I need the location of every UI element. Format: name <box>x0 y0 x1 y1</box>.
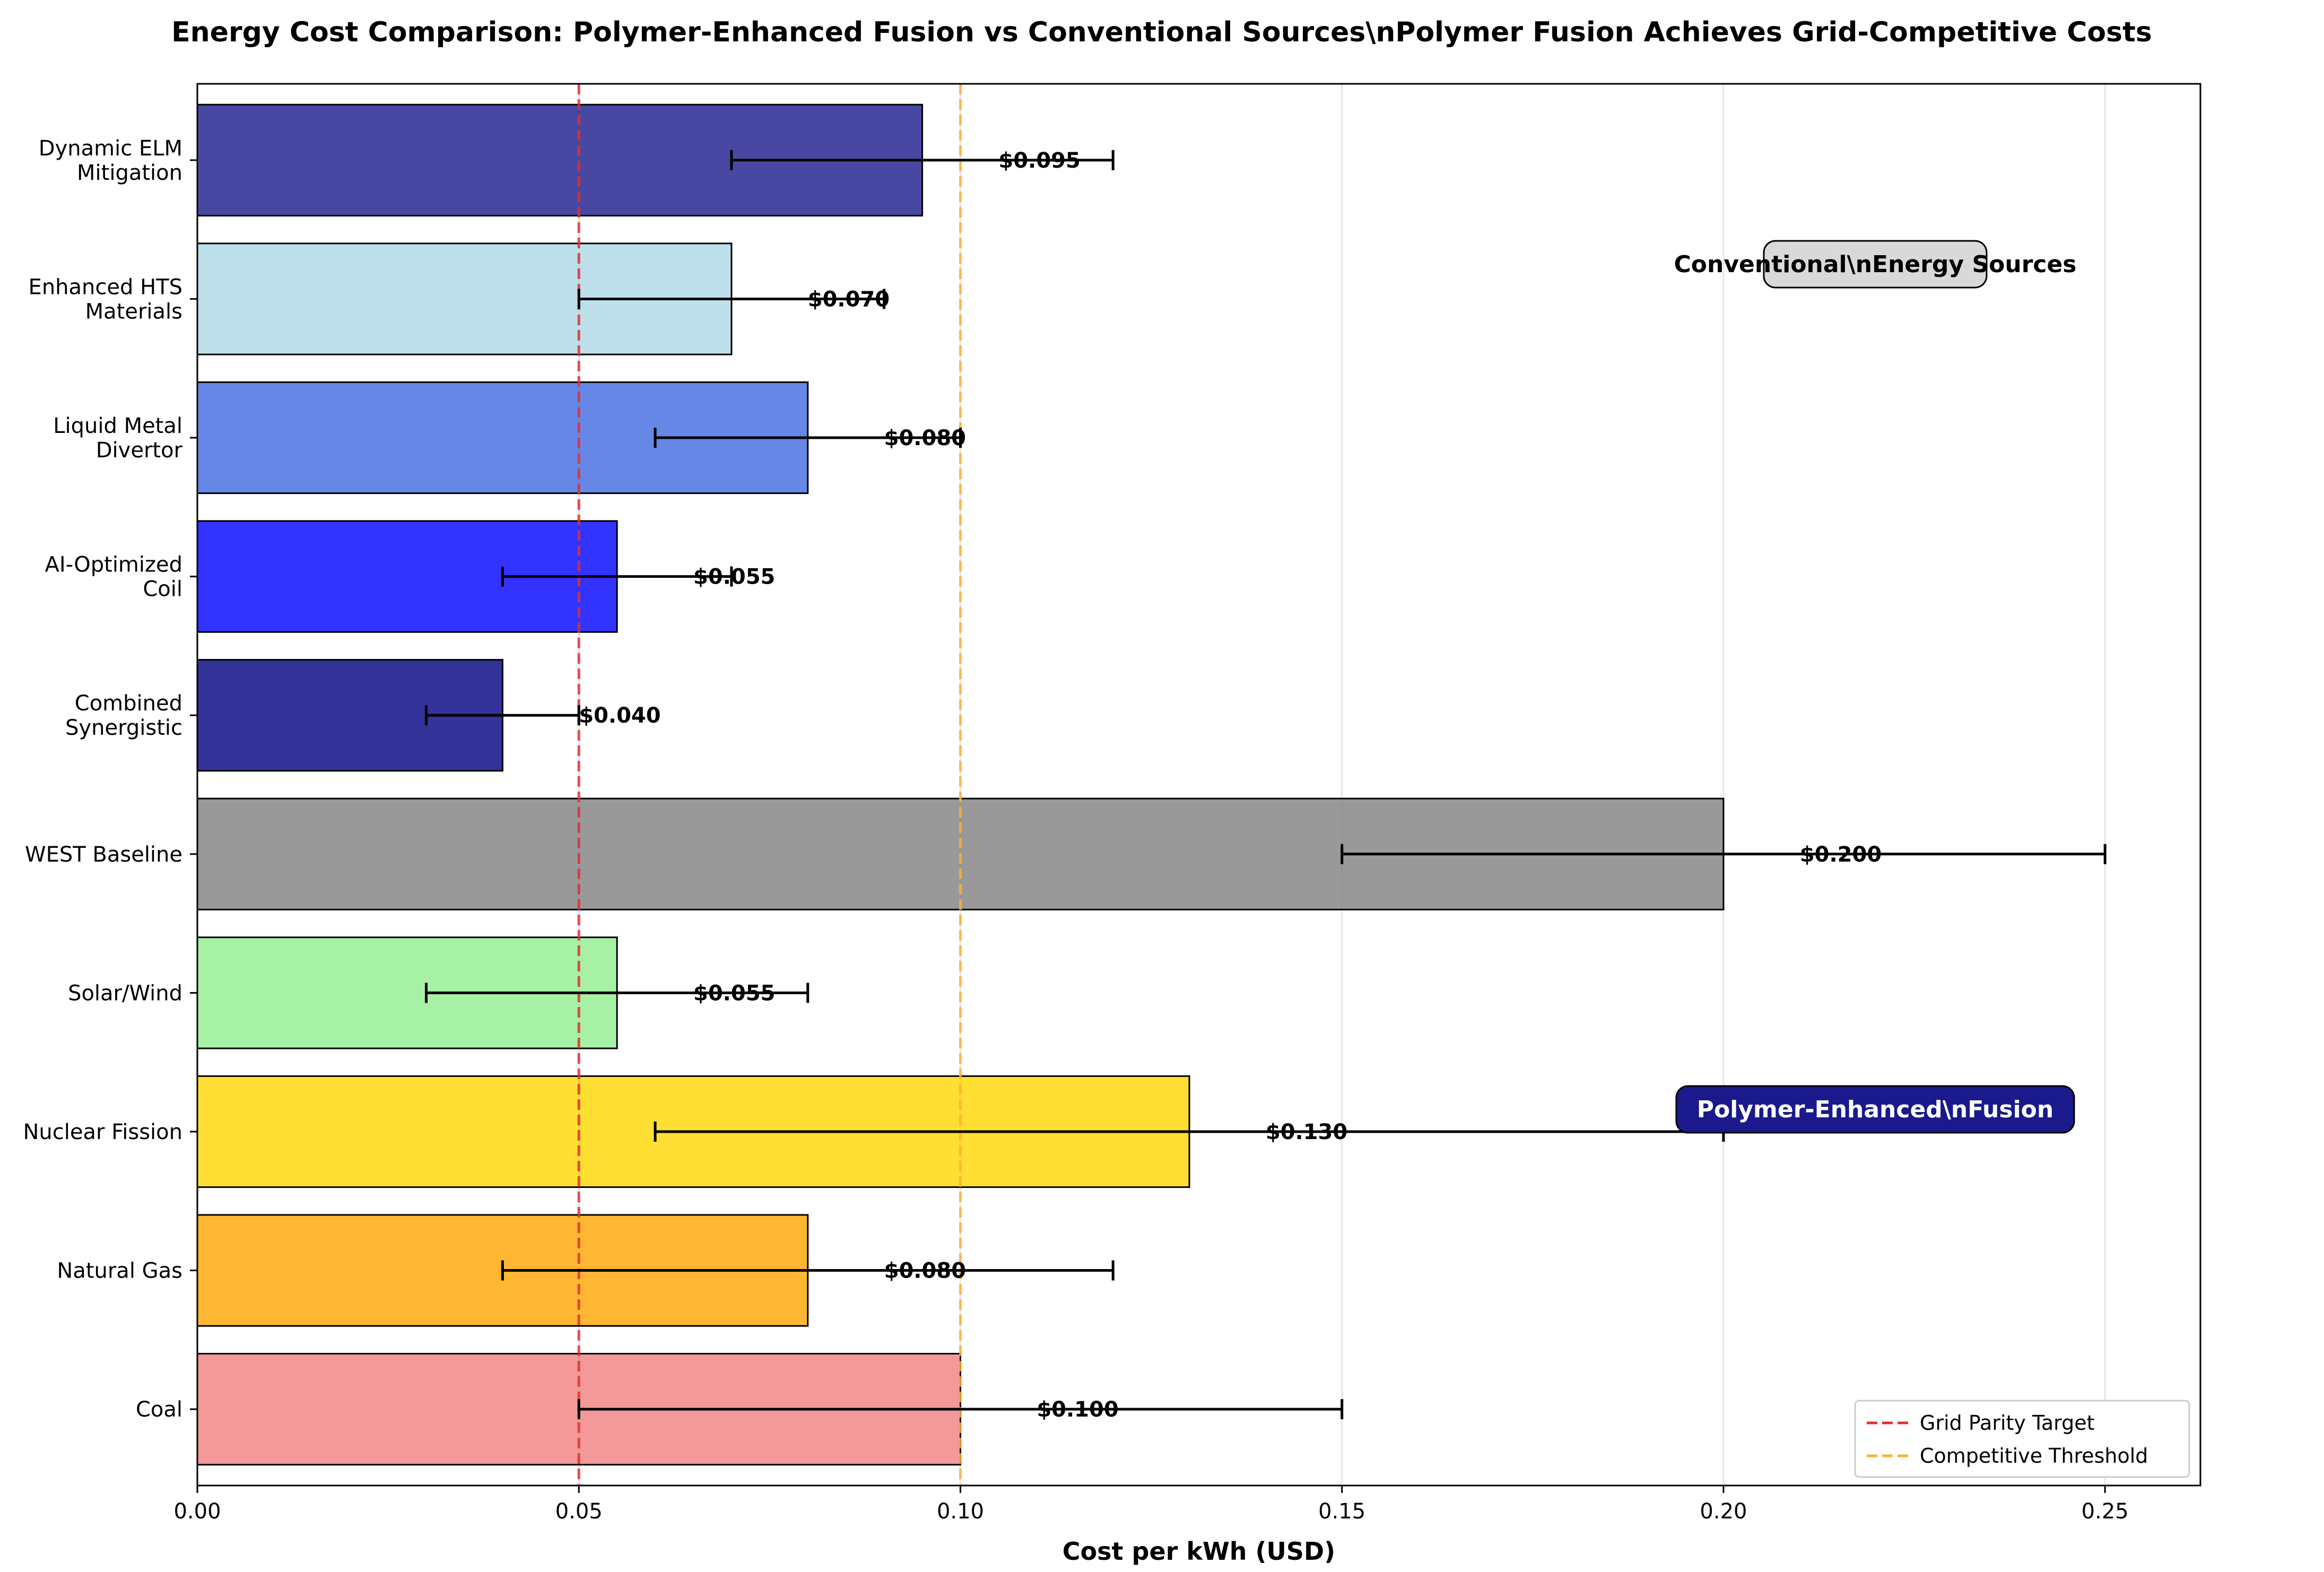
value-label: $0.130 <box>1266 1120 1347 1144</box>
category-label-line: Dynamic ELM <box>39 136 182 161</box>
legend-label: Grid Parity Target <box>1920 1411 2095 1435</box>
category-label-line: Nuclear Fission <box>23 1120 183 1144</box>
x-axis-ticks: 0.00 0.05 0.10 0.15 0.20 0.25 <box>173 1486 2129 1524</box>
x-tick-label: 0.15 <box>1318 1499 1365 1524</box>
category-label-line: Liquid Metal <box>53 414 182 438</box>
value-label: $0.200 <box>1800 843 1882 867</box>
category-label-line: Combined <box>75 691 182 716</box>
x-tick-label: 0.00 <box>173 1499 221 1524</box>
category-label: Combined Synergistic <box>65 691 182 740</box>
annotation-box <box>1763 240 1988 289</box>
category-label: Coal <box>136 1397 182 1422</box>
x-tick-label: 0.05 <box>555 1499 603 1524</box>
value-label: $0.095 <box>998 149 1080 173</box>
category-label-line: Natural Gas <box>57 1259 182 1283</box>
category-label: WEST Baseline <box>25 843 182 867</box>
x-tick-label: 0.10 <box>937 1499 984 1524</box>
category-label: AI-Optimized Coil <box>45 553 182 602</box>
x-tick-label: 0.25 <box>2082 1499 2129 1524</box>
y-axis-ticks: Dynamic ELM Mitigation Enhanced HTS Materia… <box>23 136 197 1422</box>
category-label-line: Materials <box>85 299 182 324</box>
category-label: Natural Gas <box>57 1259 182 1283</box>
category-label-line: Divertor <box>96 438 183 463</box>
legend-label: Competitive Threshold <box>1920 1444 2148 1467</box>
value-label: $0.040 <box>579 704 660 728</box>
x-axis-label: Cost per kWh (USD) <box>1063 1537 1335 1566</box>
category-label-line: Coal <box>136 1397 182 1422</box>
category-label-line: Coil <box>143 577 182 602</box>
category-label-line: WEST Baseline <box>25 843 182 867</box>
category-label: Solar/Wind <box>68 981 182 1005</box>
value-label: $0.055 <box>693 981 775 1005</box>
annotation-text: Conventional\nEnergy Sources <box>1674 251 2077 278</box>
annotation-box <box>1675 1085 2075 1134</box>
category-label-line: AI-Optimized <box>45 553 182 577</box>
value-label: $0.070 <box>808 287 890 311</box>
value-label: $0.080 <box>884 1259 966 1283</box>
category-label: Liquid Metal Divertor <box>53 414 182 463</box>
category-label: Nuclear Fission <box>23 1120 183 1144</box>
annotations: Conventional\nEnergy Sources Polymer-Enha… <box>1674 240 2077 1134</box>
category-label-line: Mitigation <box>77 161 182 185</box>
annotation-text: Polymer-Enhanced\nFusion <box>1697 1096 2053 1123</box>
legend-box <box>1854 1400 2190 1478</box>
category-label: Dynamic ELM Mitigation <box>39 136 182 185</box>
category-label-line: Solar/Wind <box>68 981 182 1005</box>
value-labels: $0.095 $0.070 $0.080 $0.055 $0.040 $0.200 $0.0… <box>579 149 1882 1422</box>
error-bars <box>425 150 2107 1420</box>
value-label: $0.055 <box>693 565 775 589</box>
category-label-line: Enhanced HTS <box>29 275 182 299</box>
chart-title: Energy Cost Comparison: Polymer-Enhanced… <box>171 16 2152 48</box>
x-tick-label: 0.20 <box>1700 1499 1747 1524</box>
category-label: Enhanced HTS Materials <box>29 275 182 324</box>
category-label-line: Synergistic <box>65 716 182 740</box>
reference-lines <box>577 84 962 1486</box>
plot-frame <box>196 83 2201 1487</box>
legend: Grid Parity Target Competitive Threshold <box>1854 1400 2190 1478</box>
value-label: $0.100 <box>1037 1397 1118 1422</box>
value-label: $0.080 <box>884 426 966 450</box>
